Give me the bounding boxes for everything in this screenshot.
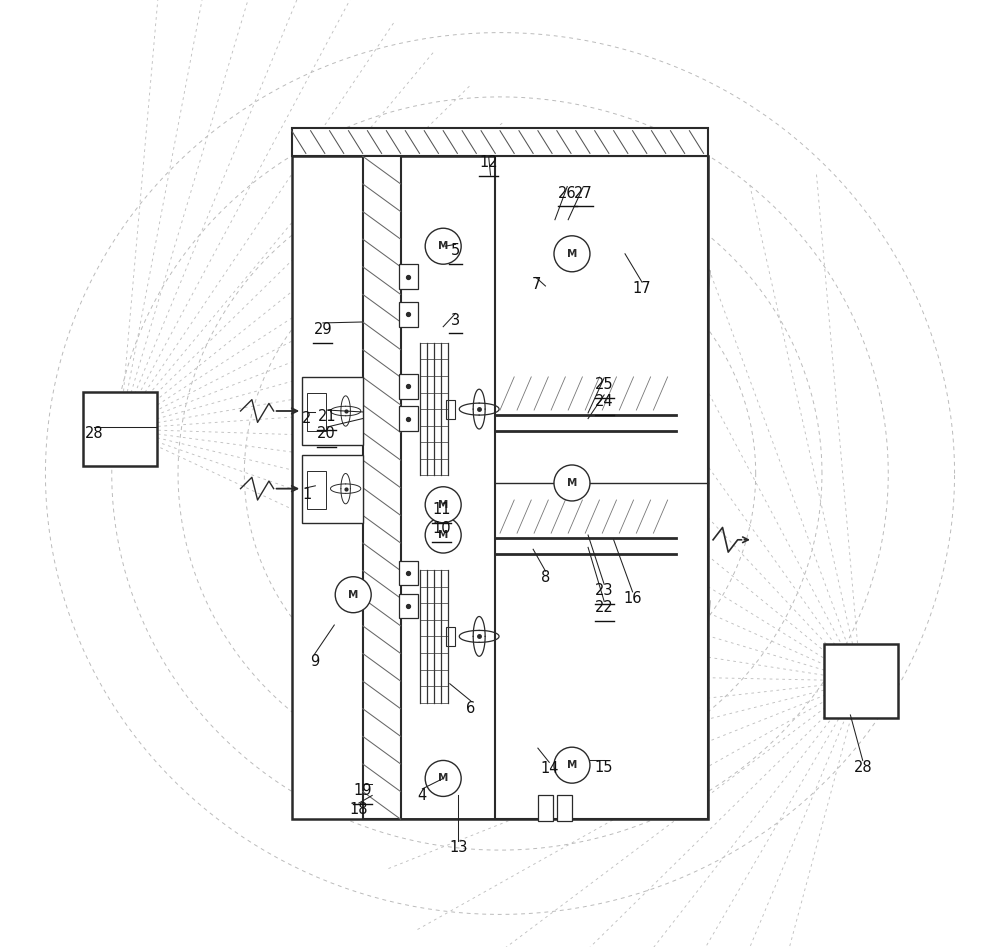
Bar: [495, 156, 708, 819]
Circle shape: [554, 465, 590, 501]
Text: M: M: [438, 500, 448, 509]
Text: M: M: [567, 249, 577, 259]
Circle shape: [335, 577, 371, 613]
Bar: [399, 561, 418, 585]
Text: 1: 1: [302, 487, 311, 502]
Bar: [399, 406, 418, 431]
Bar: [292, 128, 708, 156]
Bar: [446, 627, 455, 646]
Text: 13: 13: [449, 840, 468, 855]
Circle shape: [554, 236, 590, 272]
Text: M: M: [348, 590, 358, 599]
Bar: [399, 594, 418, 618]
Text: 18: 18: [350, 802, 368, 817]
Bar: [399, 302, 418, 327]
Text: M: M: [438, 241, 448, 251]
Bar: [538, 795, 553, 821]
Bar: [307, 471, 326, 509]
Text: 11: 11: [432, 502, 451, 517]
Text: 17: 17: [633, 281, 651, 296]
Text: 8: 8: [541, 570, 550, 585]
Text: 27: 27: [574, 186, 593, 201]
Text: 16: 16: [623, 591, 642, 606]
Circle shape: [554, 747, 590, 783]
Text: M: M: [567, 478, 577, 488]
Text: M: M: [438, 774, 448, 783]
Text: 26: 26: [558, 186, 577, 201]
Bar: [399, 374, 418, 399]
Bar: [307, 393, 326, 431]
Text: 25: 25: [595, 377, 613, 392]
Text: 28: 28: [84, 426, 103, 441]
Bar: [446, 400, 455, 419]
Text: 7: 7: [531, 277, 541, 292]
Bar: [557, 795, 572, 821]
Text: M: M: [438, 530, 448, 540]
Bar: [292, 156, 708, 819]
Circle shape: [425, 760, 461, 796]
Text: 10: 10: [432, 521, 451, 536]
Circle shape: [425, 517, 461, 553]
Text: 12: 12: [479, 155, 498, 170]
Text: 23: 23: [595, 583, 613, 599]
Bar: [399, 264, 418, 289]
Text: 14: 14: [540, 761, 558, 777]
Bar: [302, 455, 363, 523]
Bar: [363, 156, 401, 819]
Text: M: M: [567, 760, 577, 770]
Bar: [824, 644, 898, 718]
Text: 5: 5: [451, 243, 460, 259]
Text: 29: 29: [314, 322, 332, 337]
Bar: [83, 392, 157, 466]
Text: 22: 22: [595, 600, 614, 616]
Circle shape: [425, 487, 461, 523]
Text: 21: 21: [317, 409, 336, 424]
Text: 3: 3: [451, 313, 460, 328]
Bar: [302, 377, 363, 445]
Text: 15: 15: [595, 759, 613, 775]
Text: 24: 24: [595, 394, 613, 409]
Bar: [401, 156, 495, 819]
Text: 2: 2: [302, 411, 311, 426]
Circle shape: [425, 228, 461, 264]
Text: 28: 28: [853, 759, 872, 775]
Text: 4: 4: [418, 788, 427, 803]
Text: 19: 19: [353, 783, 372, 798]
Text: 9: 9: [310, 653, 319, 669]
Text: 6: 6: [466, 701, 475, 716]
Text: 20: 20: [317, 426, 336, 441]
